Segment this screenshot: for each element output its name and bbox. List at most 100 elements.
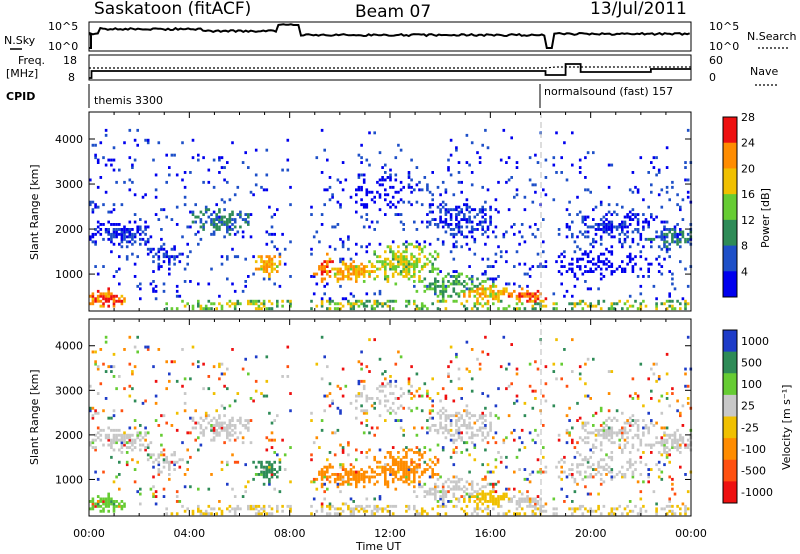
velocity-cell <box>326 365 329 369</box>
velocity-cell <box>436 392 440 395</box>
velocity-cell <box>468 424 471 427</box>
power-cell <box>428 252 432 256</box>
velocity-cell <box>428 397 432 400</box>
velocity-cell <box>257 512 261 516</box>
power-cell <box>597 302 600 306</box>
velocity-cell <box>502 335 506 339</box>
power-cell <box>373 277 376 281</box>
power-cell <box>415 304 419 308</box>
power-cell <box>352 272 355 276</box>
velocity-cell <box>542 509 545 513</box>
velocity-cell <box>152 460 155 464</box>
velocity-cell <box>599 409 603 413</box>
power-cell <box>626 262 629 266</box>
power-cell <box>436 237 440 241</box>
power-cell <box>418 270 421 273</box>
velocity-cell <box>615 409 619 413</box>
velocity-cell <box>120 451 124 454</box>
power-cell <box>315 272 319 276</box>
velocity-cell <box>228 431 232 435</box>
power-cell <box>228 299 232 303</box>
power-cell <box>373 265 376 268</box>
power-cell <box>339 203 342 207</box>
power-cell <box>513 282 516 286</box>
velocity-cell <box>536 495 540 498</box>
power-cell <box>542 250 545 254</box>
power-cell <box>394 252 398 256</box>
power-cell <box>352 294 355 298</box>
power-cell <box>468 277 471 281</box>
power-cell <box>139 218 142 221</box>
power-cell <box>289 299 292 303</box>
velocity-cell <box>552 512 556 516</box>
velocity-cell <box>441 504 445 508</box>
velocity-cell <box>444 409 448 413</box>
velocity-cell <box>355 477 358 481</box>
velocity-cell <box>486 500 490 503</box>
velocity-cell <box>444 426 448 430</box>
power-cell <box>228 228 232 231</box>
velocity-cell <box>623 507 627 511</box>
velocity-cell <box>402 480 405 484</box>
velocity-cell <box>96 500 100 503</box>
velocity-cell <box>365 397 369 400</box>
power-cell <box>420 220 424 224</box>
velocity-cell <box>492 487 495 491</box>
velocity-cell <box>665 433 669 437</box>
velocity-cell <box>571 438 574 442</box>
velocity-cell <box>544 509 548 513</box>
power-cell <box>362 225 366 229</box>
power-cell <box>402 228 405 231</box>
velocity-cell <box>515 502 519 506</box>
velocity-cell <box>104 370 108 373</box>
velocity-cell <box>597 431 600 435</box>
power-cell <box>623 237 627 241</box>
freq-tick-top: 18 <box>63 54 77 67</box>
velocity-cell <box>468 453 471 457</box>
velocity-cell <box>671 433 674 437</box>
velocity-cell <box>681 436 685 440</box>
velocity-cell <box>268 411 271 415</box>
velocity-cell <box>144 426 147 430</box>
velocity-cell <box>520 441 524 445</box>
power-cell <box>239 215 242 219</box>
velocity-cell <box>175 495 179 498</box>
velocity-cell <box>589 473 592 476</box>
velocity-cell <box>636 512 640 516</box>
velocity-cell <box>220 426 224 430</box>
power-cell <box>505 161 508 164</box>
velocity-cell <box>420 409 424 413</box>
velocity-cell <box>426 492 429 496</box>
velocity-cell <box>655 512 658 516</box>
velocity-cell <box>391 473 395 476</box>
x-tick-label: 16:00 <box>474 527 506 540</box>
velocity-cell <box>463 490 466 494</box>
velocity-cell <box>320 473 324 476</box>
power-cell <box>599 223 603 226</box>
velocity-cell <box>460 477 463 481</box>
velocity-cell <box>602 433 606 437</box>
power-cell <box>260 257 263 261</box>
velocity-cell <box>273 473 276 476</box>
velocity-cell <box>362 411 366 415</box>
power-cell <box>494 252 498 256</box>
power-cell <box>341 304 345 308</box>
power-cell <box>244 284 247 288</box>
velocity-cell <box>394 463 398 467</box>
velocity-cell <box>191 345 195 349</box>
velocity-cell <box>594 411 598 415</box>
velocity-cell <box>123 504 126 508</box>
power-cell <box>478 220 482 224</box>
velocity-cell <box>681 424 685 427</box>
velocity-cell <box>331 473 334 476</box>
velocity-cell <box>447 375 450 378</box>
power-cell <box>639 267 643 271</box>
power-cell <box>220 220 224 224</box>
power-cell <box>520 287 524 291</box>
power-cell <box>270 240 274 244</box>
velocity-cell <box>455 352 458 356</box>
velocity-cell <box>226 463 229 467</box>
velocity-cell <box>120 409 124 413</box>
velocity-cell <box>152 475 155 479</box>
velocity-cell <box>378 448 382 452</box>
